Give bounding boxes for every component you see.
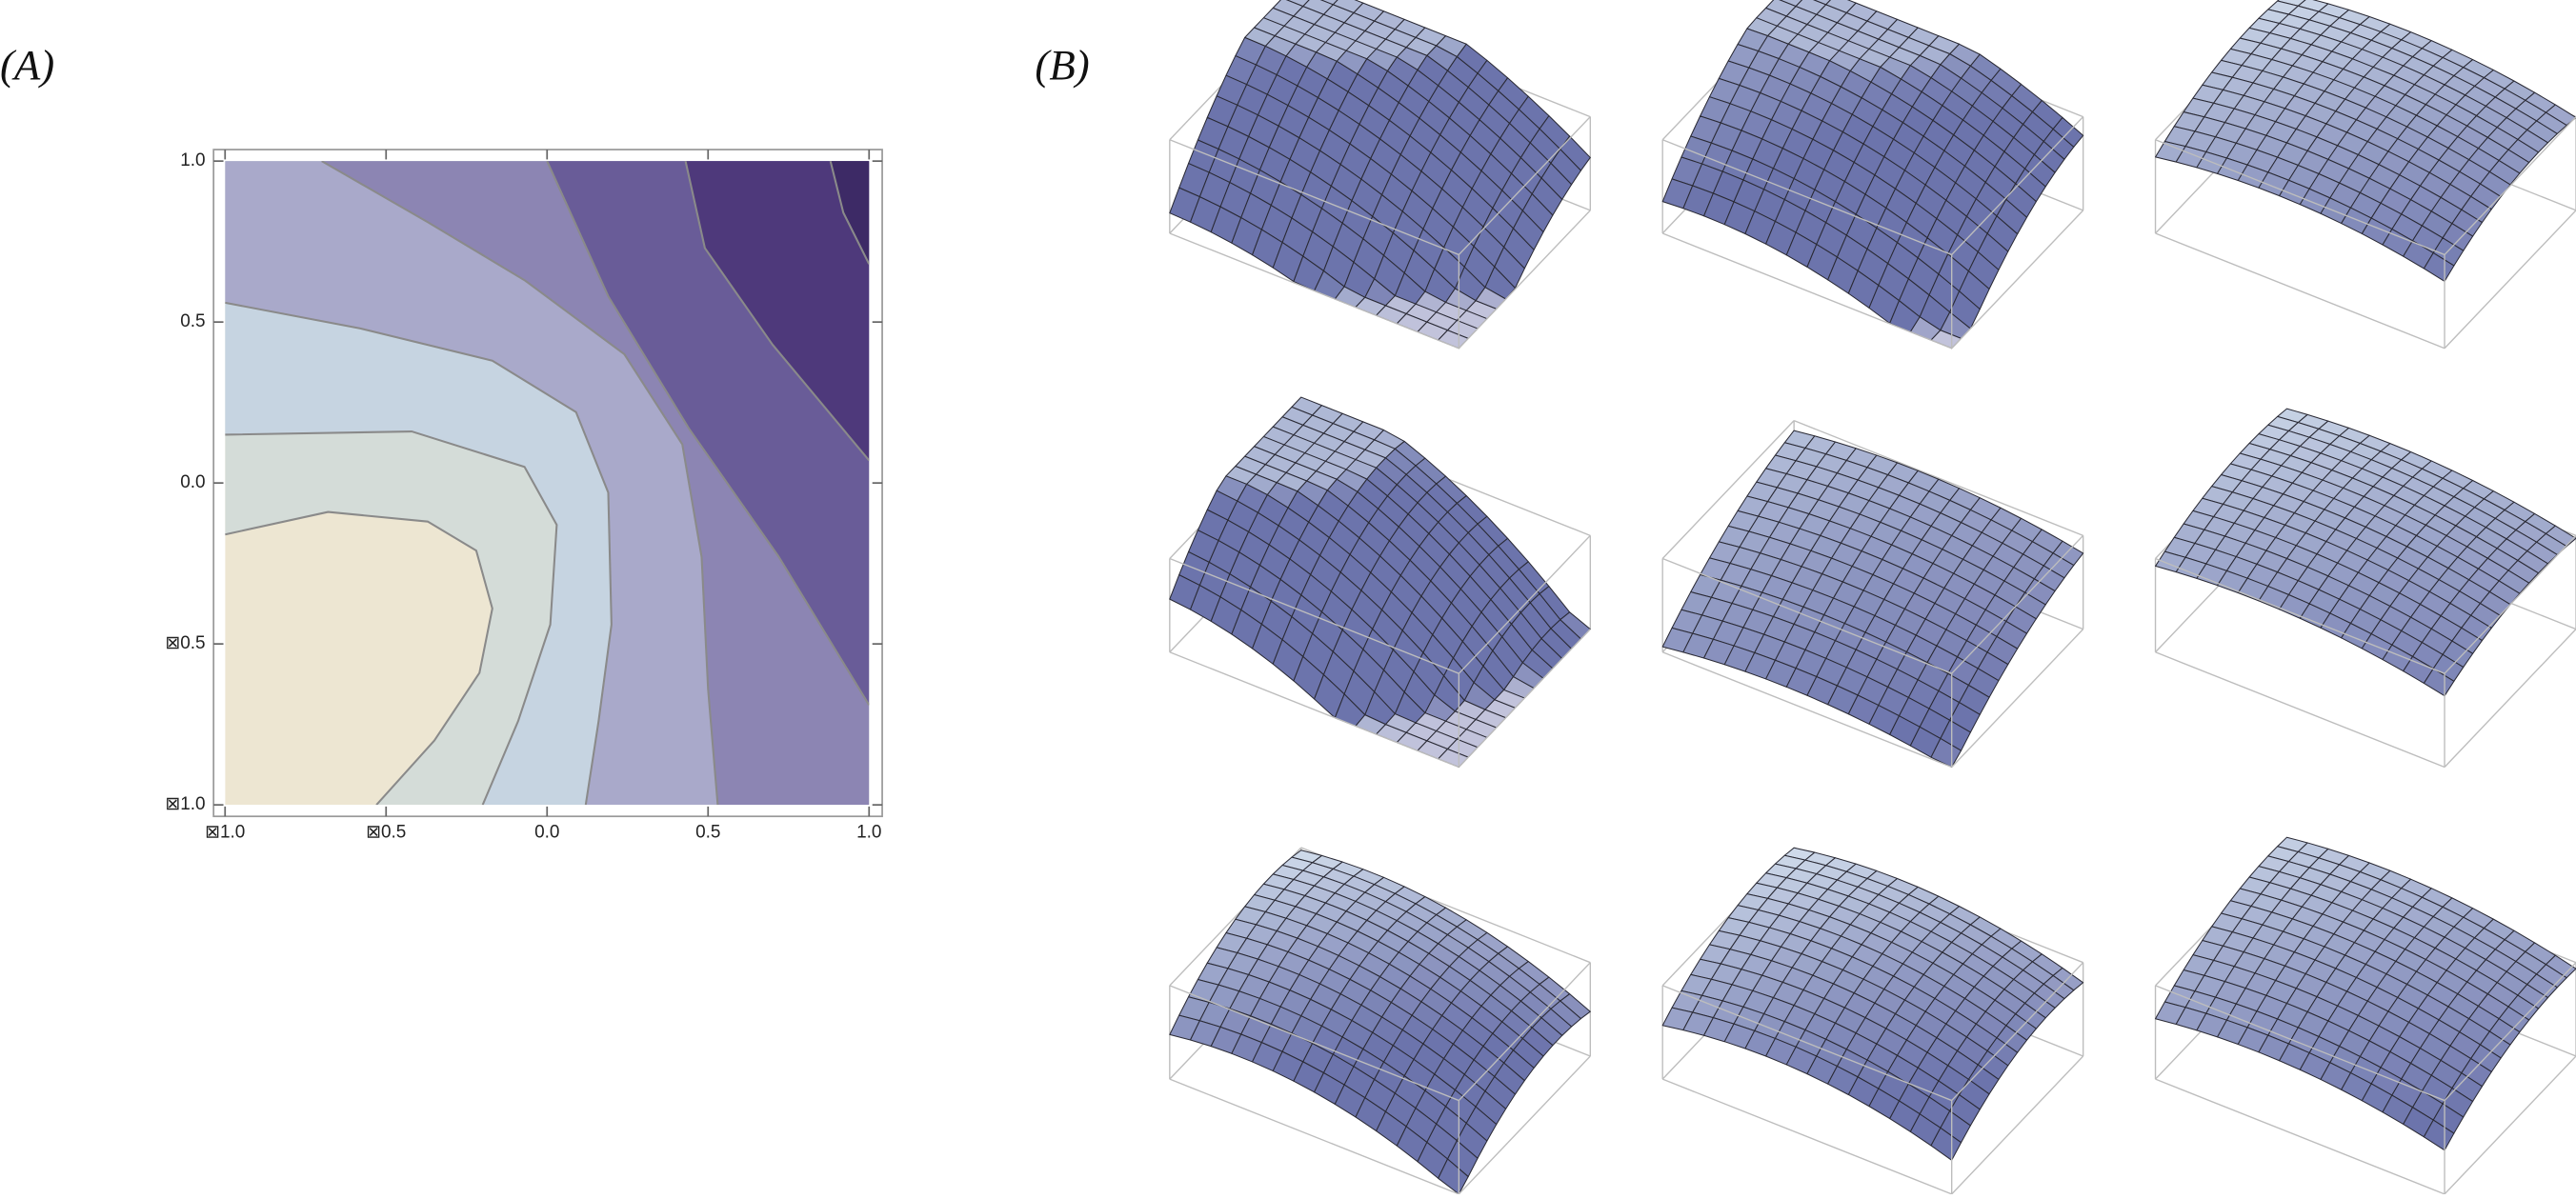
panel-label: (B) xyxy=(1035,41,1089,89)
y-tick-label: 0.5 xyxy=(180,311,205,331)
surface-plot xyxy=(2154,0,2576,350)
surface-plot xyxy=(1169,0,1591,350)
surface-plot xyxy=(1661,419,2084,769)
box-edge xyxy=(1458,962,1591,1102)
box-edge xyxy=(1169,232,1459,350)
box-edge xyxy=(1951,1055,2084,1195)
box-edge xyxy=(1661,232,1952,350)
box-edge xyxy=(2155,1078,2445,1195)
box-edge xyxy=(1951,962,2084,1102)
box-edge xyxy=(1793,419,2083,536)
y-tick-label: 0.0 xyxy=(180,472,205,492)
box-edge xyxy=(1951,534,2084,674)
box-edge xyxy=(1169,651,1459,769)
x-tick-label: ⊠1.0 xyxy=(205,822,245,842)
surface-plot xyxy=(1661,847,2084,1195)
box-edge xyxy=(1951,629,2084,768)
contour-line xyxy=(684,161,870,462)
surface-plot xyxy=(1169,847,1591,1195)
box-edge xyxy=(1458,534,1591,674)
box-edge xyxy=(2444,1055,2576,1195)
surface-patch xyxy=(2423,1119,2455,1151)
box-edge xyxy=(2155,557,2445,674)
surface-plot xyxy=(2154,408,2576,769)
box-edge xyxy=(2444,629,2576,768)
contour-line xyxy=(225,301,613,806)
x-tick-label: ⊠0.5 xyxy=(366,822,406,842)
y-tick-label: ⊠1.0 xyxy=(165,794,205,814)
surface-patch xyxy=(2423,668,2455,697)
box-edge xyxy=(1661,557,1952,674)
contour-line xyxy=(225,510,493,806)
box-edge xyxy=(1458,1055,1591,1195)
y-tick-label: ⊠0.5 xyxy=(165,633,205,653)
contour-band xyxy=(685,161,870,461)
surface-plot xyxy=(2154,836,2576,1195)
surface-patch xyxy=(1438,1158,1469,1195)
box-edge xyxy=(1661,651,1952,769)
box-edge xyxy=(1951,210,2084,350)
contour-line xyxy=(829,161,870,265)
x-tick-label: 0.0 xyxy=(534,822,559,842)
y-tick-label: 1.0 xyxy=(180,150,205,170)
surface-plot xyxy=(1661,0,2084,350)
contour-area xyxy=(225,161,870,806)
surface-patch xyxy=(1930,1127,1962,1161)
box-edge xyxy=(2155,985,2445,1102)
box-edge xyxy=(1169,557,1459,674)
contour-line xyxy=(546,161,870,706)
x-tick-label: 0.5 xyxy=(695,822,720,842)
contour-band xyxy=(830,161,870,265)
box-edge xyxy=(2444,116,2576,255)
box-edge xyxy=(1169,1078,1459,1195)
box-edge xyxy=(2155,651,2445,769)
surface-plot xyxy=(1169,396,1591,769)
surface-patch xyxy=(2423,252,2455,282)
panel-label: (A) xyxy=(0,41,54,89)
box-edge xyxy=(1661,139,1952,256)
box-edge xyxy=(1458,116,1591,255)
box-edge xyxy=(2444,534,2576,674)
contour-line xyxy=(225,430,558,806)
box-edge xyxy=(2155,139,2445,256)
box-edge xyxy=(1951,116,2084,255)
box-edge xyxy=(1169,985,1459,1102)
x-tick-label: 1.0 xyxy=(856,822,881,842)
contour-line xyxy=(321,161,719,806)
box-edge xyxy=(2155,232,2445,350)
surface-panel xyxy=(1169,0,2576,1195)
axes: ⊠1.0 ⊠0.5 0.0 0.5 1.0 ⊠1.0 ⊠0.5 0.0 0.5 1.0 xyxy=(165,150,883,842)
box-edge xyxy=(1458,629,1591,768)
box-edge xyxy=(1458,210,1591,350)
box-edge xyxy=(1169,139,1459,256)
box-edge xyxy=(2444,210,2576,350)
box-edge xyxy=(1661,420,1795,559)
box-edge xyxy=(1661,1078,1952,1195)
box-edge xyxy=(1661,985,1952,1102)
box-edge xyxy=(2444,962,2576,1102)
